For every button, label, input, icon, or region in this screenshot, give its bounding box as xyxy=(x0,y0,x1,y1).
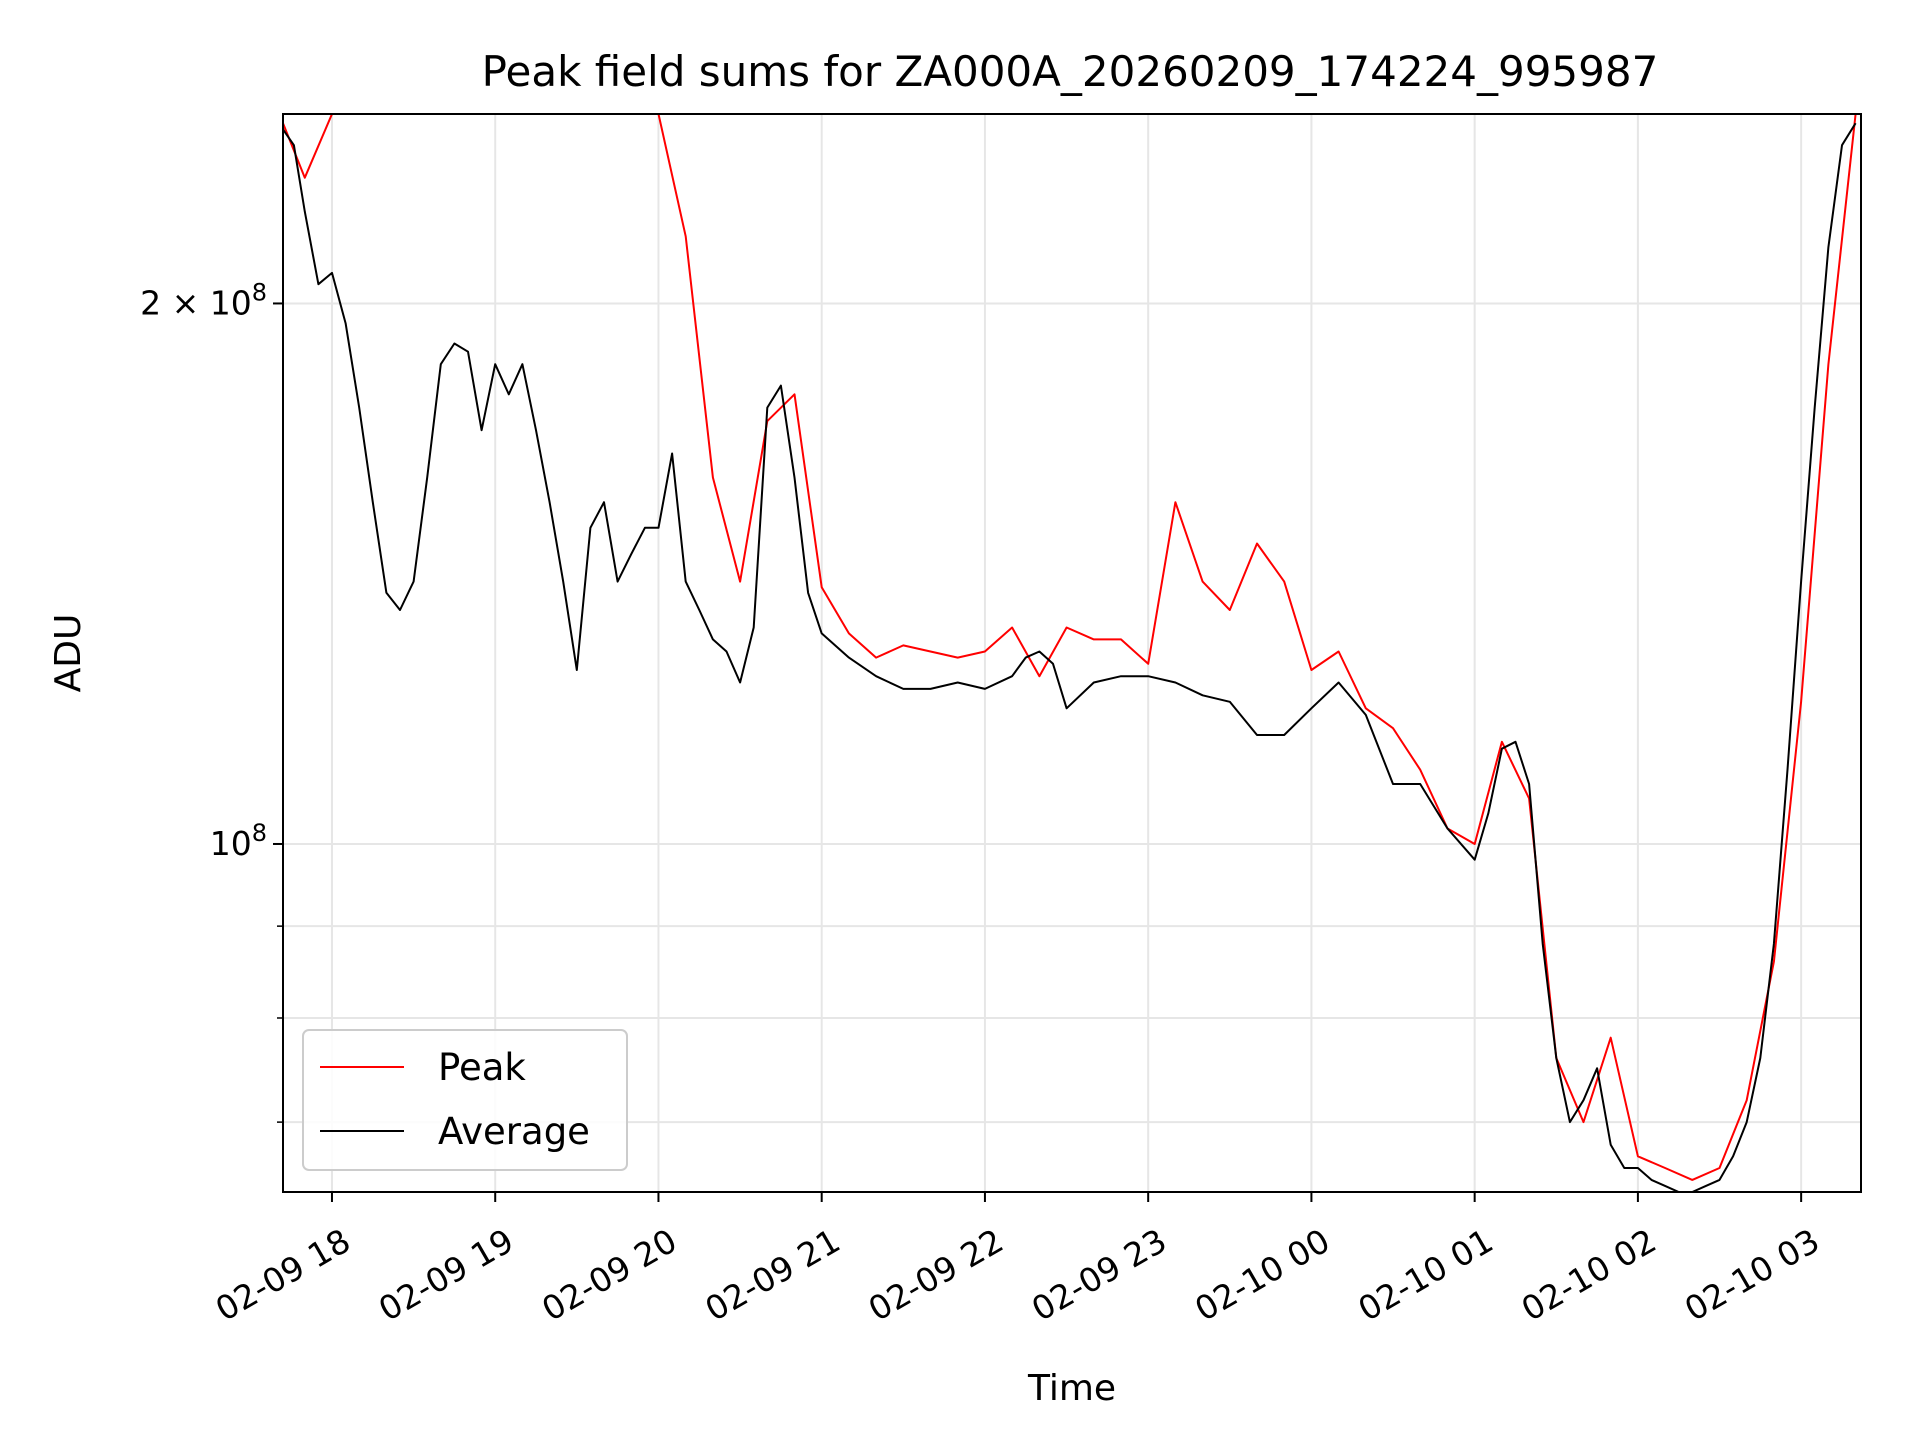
x-axis-label: Time xyxy=(1027,1368,1116,1409)
series-layer xyxy=(283,114,1857,1192)
y-tick-label: 2 × 108 xyxy=(140,278,267,322)
series-line-peak xyxy=(283,114,1857,1181)
legend-average-label: Average xyxy=(438,1110,590,1153)
plot-frame xyxy=(282,113,1862,1193)
series-line-average xyxy=(283,122,1857,1192)
legend-box xyxy=(302,1029,628,1171)
y-axis-label: ADU xyxy=(48,614,89,693)
legend: Peak Average xyxy=(302,1029,628,1171)
legend-peak-label: Peak xyxy=(438,1046,526,1089)
y-tick-label: 108 xyxy=(210,819,267,863)
chart-title: Peak field sums for ZA000A_20260209_1742… xyxy=(482,47,1659,96)
